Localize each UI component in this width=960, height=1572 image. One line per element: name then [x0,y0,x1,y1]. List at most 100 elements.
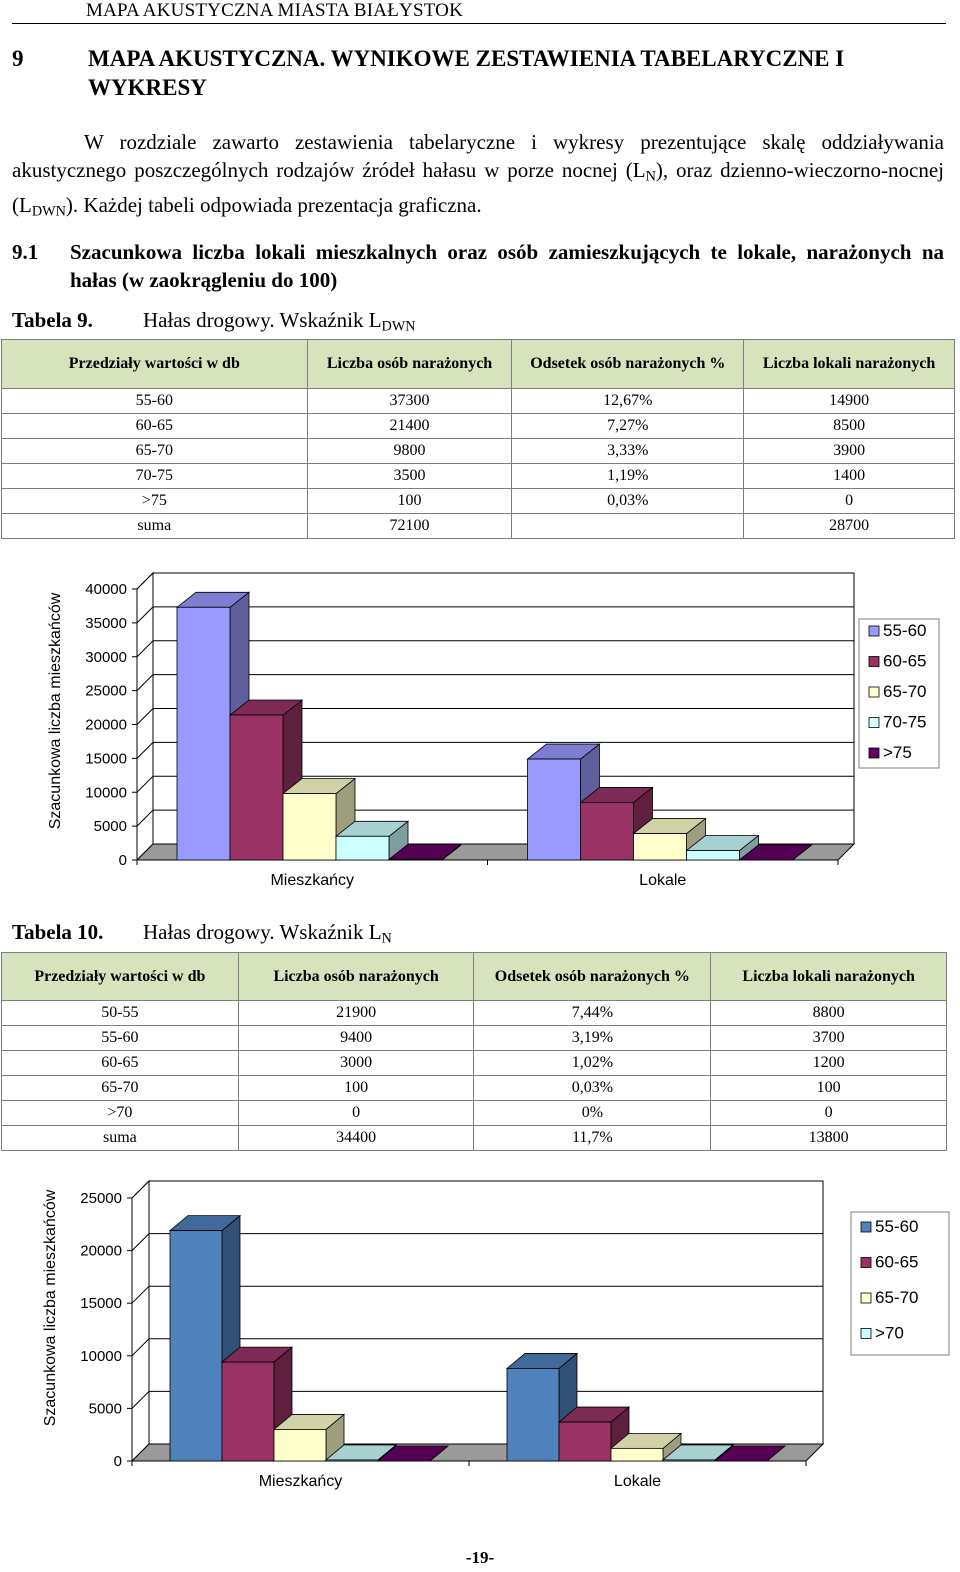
legend-swatch [868,686,880,698]
chart-gridline [131,1180,823,1199]
table10-row: suma 34400 11,7% 13800 [1,1125,947,1151]
legend-swatch [868,625,880,637]
table9-row: >75 100 0,03% 0 [1,488,955,514]
table10-cell: >70 [1,1100,239,1126]
intro-text-1: W rozdziale zawarto zestawienia tabelary… [12,130,944,182]
table10-cell: 0,03% [473,1075,712,1101]
legend-label: 60-65 [883,652,926,671]
table10-row: >70 0 0% 0 [1,1100,947,1126]
table9-cell: 1,19% [511,463,745,489]
header-rule [12,23,946,24]
table10-cell: 13800 [710,1125,947,1151]
chart-road-dwn: 0 5000 10000 15000 20000 25000 30000 35000 40000… [47,571,940,889]
table10-label: Tabela 10. [12,920,104,944]
x-category-label: Mieszkańcy [270,872,354,889]
table9-cell: 60-65 [1,413,308,439]
table9-cell: 0 [743,488,955,514]
table10-cell: 50-55 [1,1000,239,1026]
table10-cell: 60-65 [1,1050,239,1076]
bar [388,858,443,861]
bar [558,1421,612,1462]
bar [335,835,390,861]
y-tick-label: 25000 [80,1190,122,1207]
table10-cell: 65-70 [1,1075,239,1101]
bar [686,850,740,861]
table10-cell: 34400 [237,1125,475,1151]
table9-row: 65-70 9800 3,33% 3900 [1,438,955,464]
table9-cell: 21400 [306,413,513,439]
table9-cell: 70-75 [1,463,308,489]
chart-gridline [131,1338,823,1357]
legend-swatch [868,656,880,667]
table10-cell: 100 [710,1075,947,1101]
y-tick-label: 10000 [85,784,127,801]
table10-row: 65-70 100 0,03% 100 [1,1075,947,1101]
intro-text-2: ), oraz dzienno-wieczorno-nocnej (L [12,158,944,217]
table10-header-percent: Odsetek osób narażonych % [473,952,712,1001]
table10-cell: 0 [237,1100,475,1126]
bar [229,714,284,861]
table10-caption-text: Hałas drogowy. Wskaźnik L [143,920,382,944]
table10-header-flats: Liczba lokali narażonych [710,952,947,1001]
x-category-label: Lokale [614,1473,661,1490]
table10-row: 50-55 21900 7,44% 8800 [1,1000,947,1026]
table10-cell: 0 [710,1100,947,1126]
y-tick-label: 5000 [94,818,127,835]
table9-header-people: Liczba osób narażonych [306,339,513,389]
legend-label: >75 [883,743,912,762]
table9-cell: 37300 [306,388,513,414]
table9-cell: 8500 [743,413,955,439]
table10-cell: 55-60 [1,1025,239,1051]
table10-cell: 3,19% [473,1025,712,1051]
table10-row: 60-65 3000 1,02% 1200 [1,1050,947,1076]
y-tick-label: 40000 [85,581,127,598]
table9-header-flats: Liczba lokali narażonych [743,339,955,389]
legend-label: >70 [875,1324,904,1343]
table9-header-percent: Odsetek osób narażonych % [511,339,745,389]
table9-label: Tabela 9. [12,308,93,332]
bar [325,1459,379,1462]
table9-row: 60-65 21400 7,27% 8500 [1,413,955,439]
bar [610,1447,664,1462]
table9-row: suma 72100 28700 [1,513,955,539]
bar [506,1368,560,1462]
x-category-label: Mieszkańcy [259,1473,343,1490]
y-tick-label: 20000 [80,1243,122,1260]
y-axis-label: Szacunkowa liczba mieszkańców [42,1189,59,1426]
y-tick-label: 0 [119,852,127,869]
table9-row: 70-75 3500 1,19% 1400 [1,463,955,489]
table9-caption-text: Hałas drogowy. Wskaźnik L [143,308,382,332]
chart-gridline [136,674,854,691]
table9-cell: suma [1,513,308,539]
intro-sub-2: DWN [31,203,66,220]
table10-caption-sub: N [381,930,392,947]
table10-caption: Tabela 10. Hałas drogowy. Wskaźnik LN [12,919,392,952]
bar-top [713,1445,787,1462]
section-title: Szacunkowa liczba lokali mieszkalnych or… [70,240,944,292]
table9-cell: >75 [1,488,308,514]
legend-swatch [860,1221,872,1233]
bar [273,1429,327,1462]
intro-sub-1: N [645,168,656,185]
y-tick-label: 0 [114,1453,122,1470]
table10-cell: 9400 [237,1025,475,1051]
intro-text-3: ). Każdej tabeli odpowiada prezentacja g… [65,192,482,217]
legend-label: 65-70 [875,1288,918,1307]
y-tick-label: 5000 [89,1400,122,1417]
table9-cell: 65-70 [1,438,308,464]
table10-row: 55-60 9400 3,19% 3700 [1,1025,947,1051]
table9-cell [511,513,745,539]
table9-row: 55-60 37300 12,67% 14900 [1,388,955,414]
table10-cell: 3000 [237,1050,475,1076]
table9-cell: 28700 [743,513,955,539]
table10-cell: 1,02% [473,1050,712,1076]
legend-swatch [860,1328,872,1339]
legend-swatch [868,747,880,759]
page-number: -19- [465,1548,495,1567]
legend-swatch [860,1257,872,1268]
table9: Przedziały wartości w db Liczba osób nar… [1,339,955,539]
legend-label: 60-65 [875,1253,918,1272]
legend-label: 55-60 [883,621,926,640]
legend-label: 70-75 [883,713,926,732]
table9-cell: 9800 [306,438,513,464]
